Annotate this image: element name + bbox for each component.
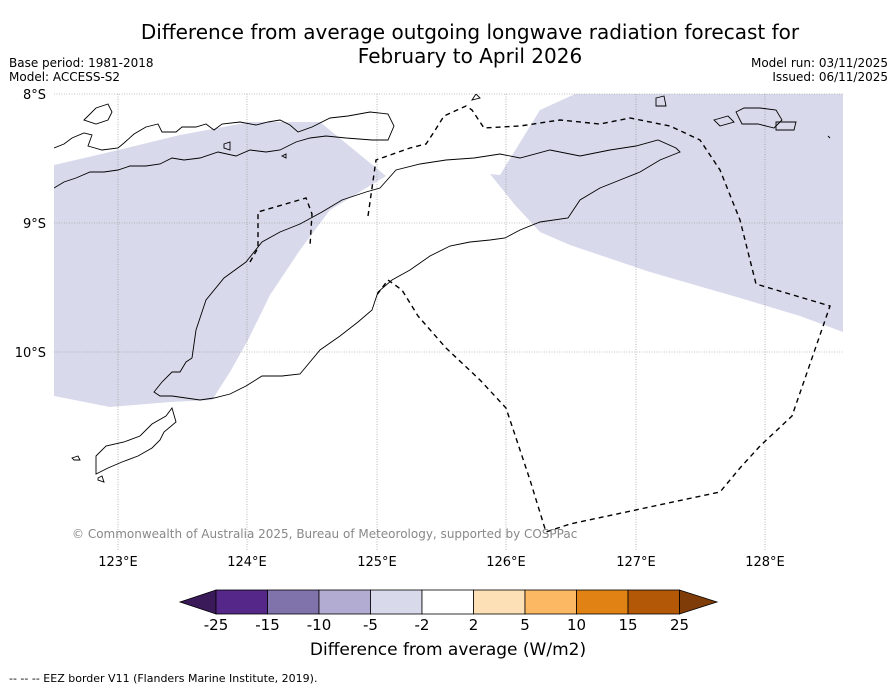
colorbar-segment [267, 589, 320, 615]
colorbar-tick-label: 10 [566, 616, 587, 634]
colorbar-segment [421, 589, 474, 615]
lat-label-8s: 8°S [23, 88, 46, 103]
colorbar-tick-label: -15 [255, 616, 280, 634]
colorbar-segment [370, 589, 423, 615]
small-island-1 [83, 103, 113, 125]
map-title: Difference from average outgoing longwav… [0, 20, 896, 68]
colorbar-segment [524, 589, 577, 615]
lat-label-10s: 10°S [15, 346, 46, 361]
colorbar-segment [576, 589, 629, 615]
colorbar-tick-label: 25 [669, 616, 690, 634]
colorbar-title: Difference from average (W/m2) [309, 640, 587, 660]
eez-legend-note: -- -- -- EEZ border V11 (Flanders Marine… [9, 672, 318, 685]
timor-coast-north [191, 139, 681, 359]
lon-label-128e: 128°E [745, 555, 785, 570]
model-name: Model: ACCESS-S2 [9, 70, 121, 84]
wetar-island [655, 95, 797, 131]
meta-right: Model run: 03/11/2025 Issued: 06/11/2025 [751, 56, 888, 84]
colorbar-segment [627, 589, 680, 615]
small-island-3 [280, 153, 287, 159]
axis-labels: 8°S 9°S 10°S 123°E 124°E 125°E 126°E 127… [15, 88, 785, 570]
lon-label-127e: 127°E [616, 555, 656, 570]
title-line-2: February to April 2026 [357, 44, 583, 68]
lon-label-125e: 125°E [357, 555, 397, 570]
colorbar-arrow-high [679, 589, 719, 615]
lon-label-126e: 126°E [486, 555, 526, 570]
colorbar-tick-label: -2 [414, 616, 430, 634]
small-island-2 [223, 141, 231, 151]
issued-date: Issued: 06/11/2025 [772, 70, 888, 84]
colorbar [178, 589, 719, 615]
title-line-1: Difference from average outgoing longwav… [140, 20, 800, 44]
anomaly-shading [54, 94, 843, 407]
colorbar-segment [473, 589, 526, 615]
colorbar-tick-label: -5 [363, 616, 378, 634]
eez-border-line-2 [367, 105, 831, 533]
colorbar-tick-label: 15 [618, 616, 638, 634]
lat-label-9s: 9°S [23, 217, 46, 232]
lon-label-123e: 123°E [98, 555, 138, 570]
gridlines [54, 93, 843, 550]
shaded-region-west [54, 122, 386, 407]
colorbar-tick-label: -25 [203, 616, 229, 634]
north-island-tip [470, 94, 831, 139]
eez-border [249, 105, 831, 533]
flores-coast [54, 111, 395, 189]
shaded-region-east [490, 94, 843, 332]
timor-coast-south [153, 291, 379, 401]
colorbar-arrow-low [178, 589, 217, 615]
model-run: Model run: 03/11/2025 [750, 56, 888, 70]
base-period: Base period: 1981-2018 [9, 56, 154, 70]
rote-island [71, 407, 177, 483]
meta-left: Base period: 1981-2018 Model: ACCESS-S2 [9, 56, 154, 84]
colorbar-tick-label: 2 [468, 616, 479, 634]
copyright-notice: © Commonwealth of Australia 2025, Bureau… [72, 527, 577, 541]
colorbar-tick-label: -10 [306, 616, 332, 634]
coastlines [54, 94, 831, 483]
eez-border-line [249, 197, 313, 263]
colorbar-tick-label: 5 [520, 616, 530, 634]
lon-label-124e: 124°E [227, 555, 267, 570]
colorbar-segment [318, 589, 371, 615]
colorbar-segment [215, 589, 268, 615]
